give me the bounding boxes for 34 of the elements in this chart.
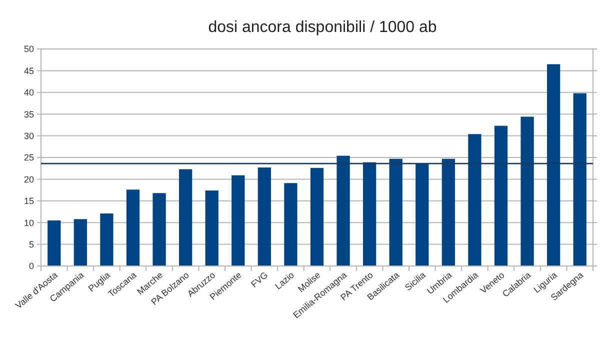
bar [494,126,508,266]
bar [258,167,271,266]
chart-title: dosi ancora disponibili / 1000 ab [208,19,437,36]
bar [48,220,61,266]
y-tick-label: 0 [28,261,34,272]
bar [205,190,218,266]
bar [363,162,376,266]
x-tick-label: FVG [249,270,270,290]
bar [74,219,87,266]
bar [152,193,166,266]
y-tick-label: 30 [24,130,34,141]
bar [520,116,534,266]
bar [336,156,350,266]
bar [126,190,140,266]
bar [573,93,586,266]
y-tick-label: 45 [24,66,34,76]
y-tick-label: 15 [24,196,34,206]
bar [284,183,298,266]
y-tick-label: 50 [24,44,34,54]
bar [232,175,245,266]
y-tick-label: 5 [28,239,34,250]
bar [442,158,455,266]
bar [100,213,114,266]
bar [310,168,324,266]
y-tick-label: 20 [24,174,34,184]
bar [179,169,192,266]
bar [389,158,402,266]
y-tick-label: 10 [24,218,34,228]
bar [547,64,560,266]
bar [416,163,429,266]
y-tick-label: 35 [24,109,34,120]
bar [468,134,482,266]
y-tick-label: 40 [24,88,34,98]
y-tick-label: 25 [24,152,34,163]
